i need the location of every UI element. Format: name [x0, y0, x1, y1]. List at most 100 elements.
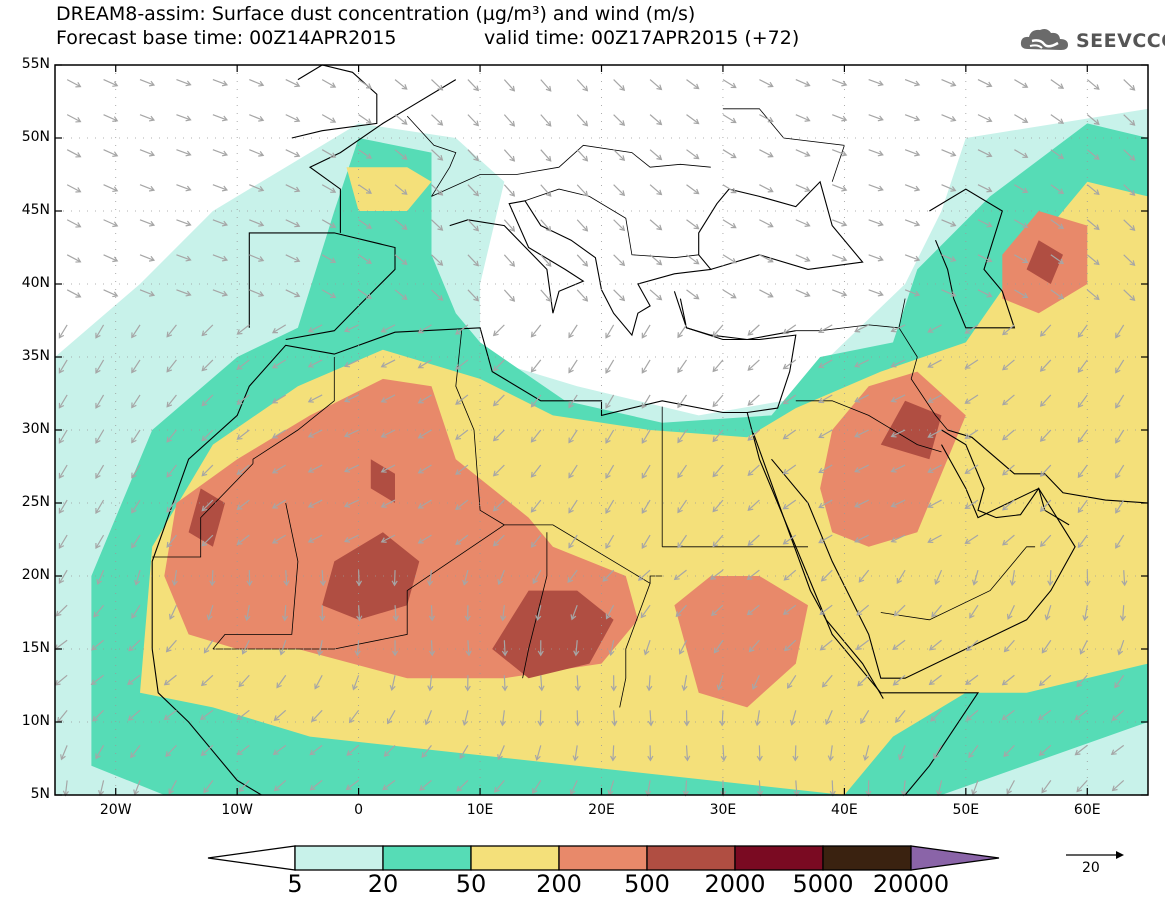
- wind-arrow-shaft: [1050, 570, 1051, 585]
- wind-arrow-38: [359, 115, 371, 123]
- wind-arrow-shaft: [759, 745, 760, 760]
- wind-arrow-shaft: [395, 115, 407, 124]
- wind-arrow-29: [1124, 80, 1135, 90]
- wind-arrow-shaft: [431, 80, 442, 90]
- wind-arrow-109: [759, 185, 772, 192]
- lon-label: 50E: [936, 802, 996, 818]
- wind-arrow-24: [942, 80, 956, 87]
- wind-arrow-shaft: [713, 360, 723, 371]
- wind-arrow-2: [140, 80, 154, 86]
- wind-arrow-168: [723, 255, 736, 263]
- wind-arrow-shaft: [650, 80, 661, 90]
- wind-arrow-60: [67, 150, 80, 157]
- wind-arrow-shaft: [577, 290, 587, 301]
- wind-arrow-shaft: [795, 745, 796, 760]
- lon-label: 0: [329, 802, 389, 818]
- wind-arrow-224: [569, 325, 577, 338]
- wind-arrow-82: [869, 150, 883, 156]
- wind-arrow-102: [504, 185, 514, 196]
- wind-arrow-39: [395, 115, 407, 124]
- wind-arrow-255: [606, 360, 614, 373]
- wind-arrow-shaft: [541, 290, 551, 301]
- wind-arrow-80: [796, 150, 810, 157]
- wind-arrow-22: [869, 80, 883, 86]
- wind-arrow-shaft: [541, 220, 551, 231]
- wind-arrow-55: [978, 115, 991, 122]
- colorbar-swatch-0: [295, 846, 383, 870]
- wind-arrow-170: [796, 255, 810, 262]
- wind-arrow-138: [723, 220, 736, 228]
- lat-label: 25N: [6, 494, 50, 510]
- wind-arrow-167: [687, 255, 699, 264]
- colorbar-swatch-4: [647, 846, 735, 870]
- wind-arrow-27: [1051, 80, 1063, 89]
- wind-arrow-289: [748, 395, 759, 405]
- wind-arrow-79: [759, 150, 772, 157]
- wind-arrow-105: [614, 185, 625, 196]
- wind-arrow-229: [748, 325, 759, 335]
- lat-label: 55N: [6, 56, 50, 72]
- wind-arrow-136: [650, 220, 661, 230]
- wind-arrow-61: [104, 150, 118, 157]
- wind-arrow-31: [104, 115, 118, 122]
- wind-arrow-228: [713, 325, 723, 336]
- wind-arrow-83: [905, 150, 919, 156]
- wind-arrow-92: [140, 185, 154, 191]
- wind-arrow-257: [678, 360, 687, 372]
- wind-arrow-17: [687, 80, 699, 89]
- wind-arrow-202: [869, 290, 883, 296]
- wind-arrow-48: [723, 115, 736, 123]
- lon-label: 40E: [814, 802, 874, 818]
- wind-arrow-shaft: [1124, 80, 1135, 90]
- wind-arrow-81: [832, 150, 846, 156]
- colorbar-label: 2000: [695, 870, 775, 898]
- colorbar-label: 200: [519, 870, 599, 898]
- wind-arrow-51: [832, 115, 846, 121]
- wind-arrow-134: [577, 220, 587, 231]
- wind-arrow-64: [213, 150, 227, 156]
- wind-arrow-226: [642, 325, 650, 338]
- wind-arrow-141: [832, 220, 846, 226]
- wind-arrow-108: [723, 185, 736, 193]
- colorbar-label: 20: [343, 870, 423, 898]
- lon-label: 10W: [207, 802, 267, 818]
- coastline-levant: [674, 291, 795, 412]
- wind-arrow-shaft: [504, 80, 514, 91]
- wind-arrow-140: [796, 220, 810, 227]
- wind-arrow-122: [140, 220, 154, 226]
- wind-arrow-73: [541, 150, 551, 161]
- wind-arrow-shaft: [650, 220, 661, 230]
- wind-arrow-shaft: [832, 780, 833, 795]
- wind-arrow-shaft: [613, 745, 614, 760]
- wind-arrow-164: [577, 255, 587, 266]
- wind-arrow-0: [67, 80, 80, 87]
- wind-arrow-107: [687, 185, 699, 194]
- coastline-turkey-south: [680, 299, 795, 340]
- wind-arrow-shaft: [504, 150, 514, 161]
- wind-arrow-180: [67, 290, 80, 297]
- wind-arrow-3: [176, 80, 190, 86]
- wind-arrow-20: [796, 80, 810, 87]
- wind-arrow-172: [869, 255, 883, 261]
- wind-arrow-137: [687, 220, 699, 229]
- wind-arrow-shaft: [577, 150, 587, 161]
- wind-arrow-12: [504, 80, 514, 91]
- wind-arrow-shaft: [1087, 80, 1099, 90]
- wind-arrow-132: [504, 220, 514, 231]
- colorbar-label: 500: [607, 870, 687, 898]
- lat-label: 45N: [6, 202, 50, 218]
- wind-arrow-199: [759, 290, 772, 297]
- wind-arrow-222: [494, 325, 505, 336]
- colorbar-label: 50: [431, 870, 511, 898]
- wind-arrow-197: [687, 290, 699, 299]
- wind-arrow-8: [359, 80, 371, 88]
- wind-arrow-258: [713, 360, 723, 371]
- wind-arrow-84: [942, 150, 956, 157]
- wind-arrow-9: [395, 80, 407, 89]
- wind-arrow-19: [759, 80, 772, 87]
- wind-arrow-shaft: [431, 640, 432, 655]
- wind-arrow-13: [541, 80, 551, 91]
- colorbar-lower-triangle: [208, 846, 295, 870]
- wind-arrow-198: [723, 290, 736, 298]
- wind-arrow-150: [67, 255, 80, 262]
